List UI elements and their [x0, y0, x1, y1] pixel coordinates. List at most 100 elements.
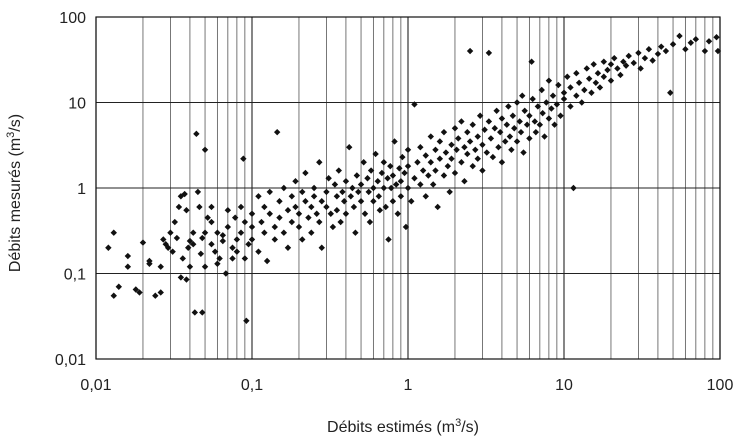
- data-point: [341, 198, 348, 205]
- data-point: [266, 188, 273, 196]
- data-point: [687, 39, 695, 46]
- plot-frame: [95, 16, 721, 360]
- data-point: [177, 274, 185, 281]
- data-point: [658, 43, 665, 50]
- data-point: [316, 218, 323, 226]
- data-point: [160, 236, 167, 243]
- data-point: [611, 54, 618, 62]
- data-point: [280, 184, 288, 192]
- data-point: [231, 214, 239, 221]
- data-point: [214, 229, 221, 236]
- data-point: [245, 241, 252, 248]
- data-point: [305, 214, 312, 221]
- data-point: [392, 181, 400, 188]
- data-point: [199, 234, 206, 242]
- data-point: [105, 244, 112, 251]
- data-point: [532, 128, 540, 136]
- data-point: [284, 244, 292, 251]
- data-point: [622, 62, 630, 69]
- data-point: [549, 92, 557, 99]
- data-point: [551, 121, 558, 128]
- data-point: [173, 234, 181, 242]
- data-point: [511, 125, 518, 132]
- data-point: [164, 244, 172, 251]
- data-point: [472, 146, 479, 153]
- data-point: [237, 229, 245, 236]
- data-point: [534, 103, 542, 110]
- data-point: [448, 155, 455, 162]
- data-point: [261, 229, 268, 236]
- data-point: [288, 193, 296, 200]
- data-point: [526, 112, 533, 119]
- data-point: [191, 309, 199, 316]
- data-point: [240, 155, 247, 162]
- data-point: [186, 237, 194, 245]
- data-point: [669, 41, 677, 48]
- data-point: [357, 181, 365, 188]
- data-point: [461, 144, 468, 151]
- data-point: [411, 101, 418, 108]
- data-point: [620, 58, 627, 65]
- data-point: [299, 188, 306, 196]
- data-point: [600, 73, 608, 80]
- data-point: [310, 193, 318, 200]
- data-point: [555, 81, 562, 89]
- y-tick-label: 100: [59, 10, 86, 27]
- data-point: [483, 149, 491, 156]
- data-point: [567, 84, 574, 91]
- data-point: [162, 241, 169, 248]
- data-point: [508, 146, 515, 153]
- data-point: [248, 223, 256, 231]
- data-point: [469, 162, 476, 170]
- data-point: [436, 155, 444, 162]
- data-point: [479, 141, 486, 149]
- data-point: [263, 257, 271, 265]
- data-point: [201, 146, 209, 153]
- y-tick-label: 0,01: [55, 352, 86, 369]
- data-point: [329, 223, 337, 231]
- data-point: [248, 210, 256, 217]
- data-point: [539, 109, 546, 117]
- data-point: [713, 34, 720, 41]
- data-point: [288, 218, 296, 226]
- data-point: [124, 263, 132, 270]
- data-point: [529, 95, 536, 103]
- data-point: [573, 70, 580, 77]
- data-point: [397, 178, 405, 185]
- data-point: [682, 46, 689, 53]
- data-point: [313, 210, 320, 217]
- data-point: [222, 270, 230, 277]
- data-point: [446, 188, 453, 196]
- data-point: [466, 138, 474, 145]
- data-point: [342, 178, 350, 185]
- data-point: [414, 159, 421, 166]
- x-tick-labels: 0,01 0,1 1 10 100: [80, 377, 733, 394]
- data-point: [607, 77, 615, 84]
- data-point: [585, 75, 593, 82]
- data-point: [541, 133, 548, 140]
- data-point: [266, 210, 273, 217]
- data-point: [701, 47, 709, 55]
- data-point: [596, 84, 604, 91]
- data-point: [271, 236, 278, 243]
- data-point: [523, 121, 531, 128]
- data-point: [284, 206, 292, 214]
- data-point: [485, 118, 493, 125]
- data-point: [581, 86, 588, 94]
- data-point: [592, 79, 600, 86]
- data-point: [637, 65, 644, 72]
- data-point: [302, 198, 309, 205]
- data-point: [590, 61, 597, 68]
- data-point: [167, 229, 174, 236]
- data-point: [567, 103, 574, 110]
- data-point: [442, 149, 450, 156]
- data-point: [337, 218, 344, 226]
- data-point: [588, 89, 595, 96]
- data-point: [649, 57, 656, 64]
- data-points: [105, 32, 722, 324]
- data-point: [361, 210, 369, 217]
- data-point: [280, 229, 288, 236]
- data-point: [432, 167, 439, 174]
- data-point: [229, 255, 236, 262]
